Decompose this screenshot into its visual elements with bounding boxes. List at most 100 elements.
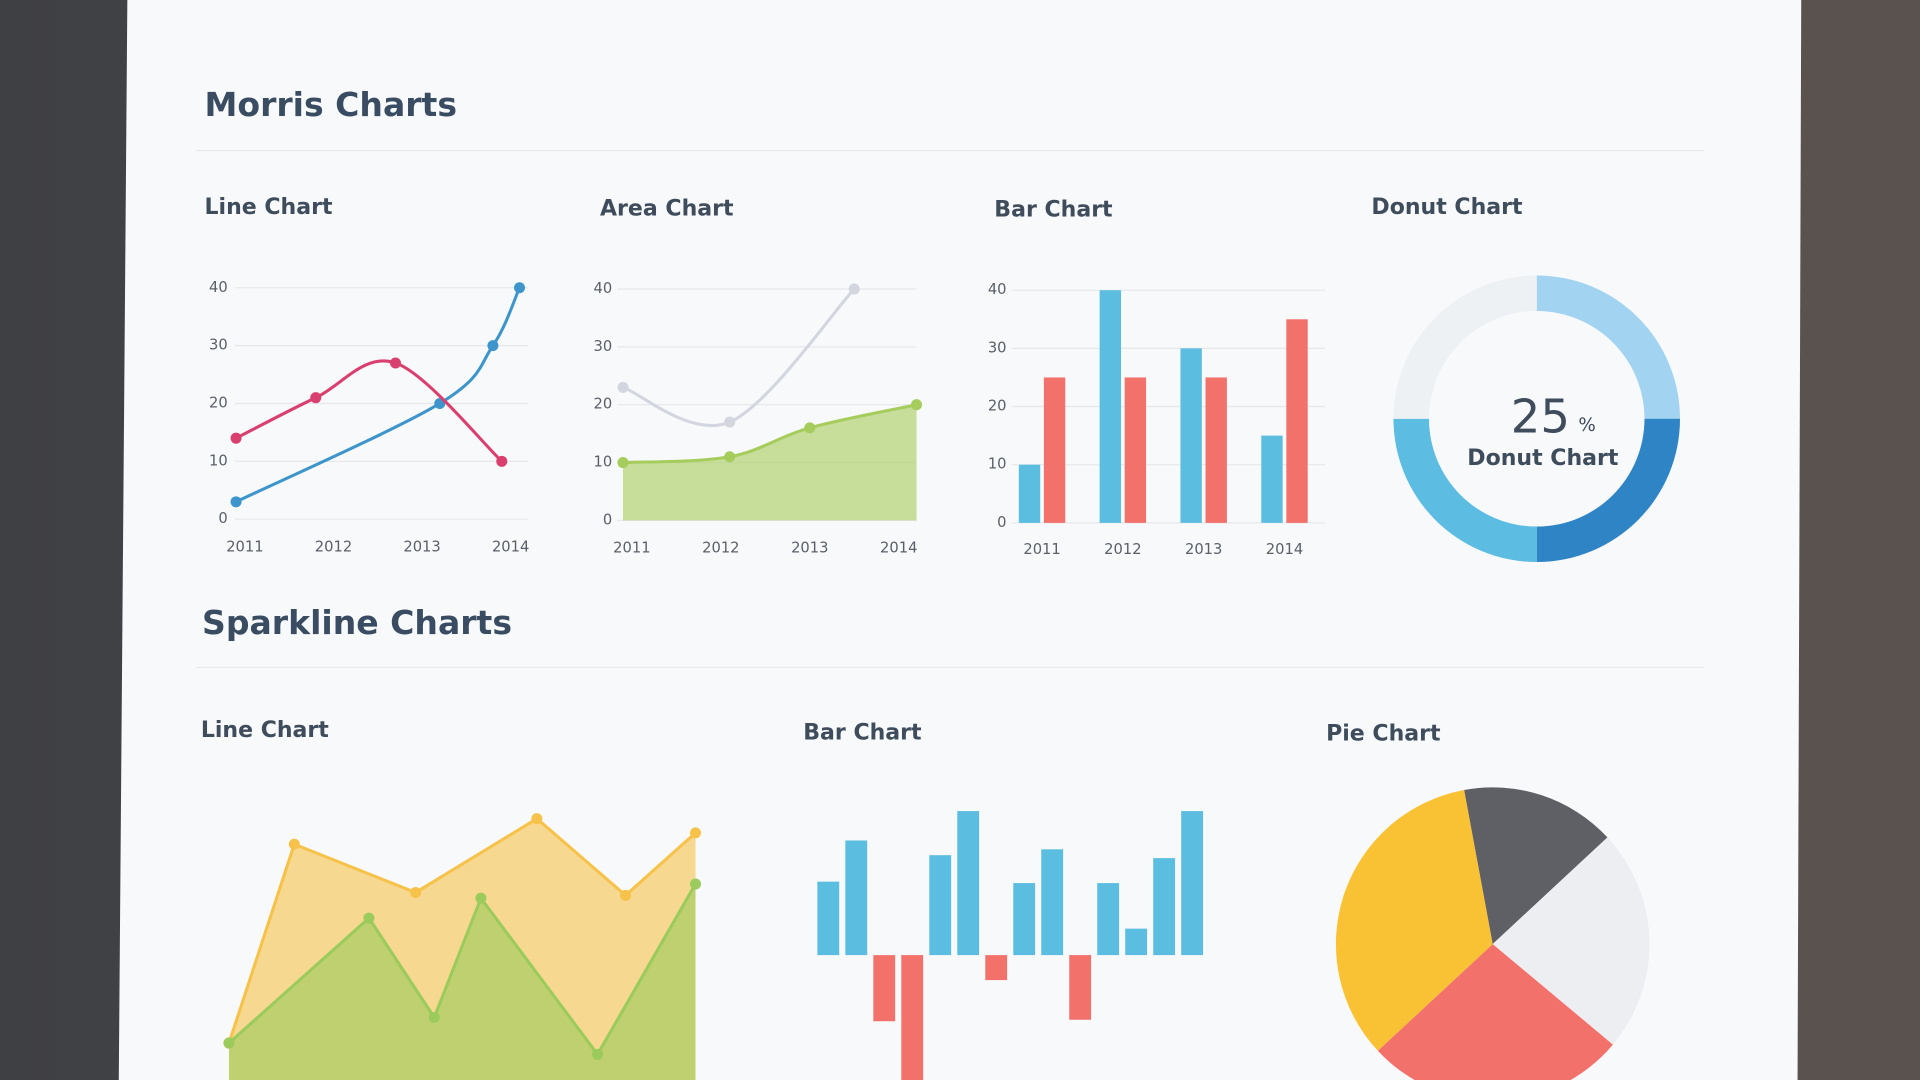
point (410, 886, 422, 899)
point (592, 1048, 604, 1060)
bar (873, 955, 896, 1022)
bar (957, 811, 980, 956)
chart-title: Line Chart (201, 718, 329, 743)
line (227, 883, 697, 1058)
area (622, 404, 917, 521)
bar (1043, 377, 1066, 523)
y-tick-label: 40 (209, 279, 228, 296)
y-tick-label: 30 (594, 338, 613, 355)
point (487, 340, 499, 352)
chart-title: Bar Chart (803, 720, 922, 745)
x-tick-label: 2013 (403, 538, 440, 555)
point (363, 912, 375, 924)
point (804, 422, 816, 434)
background-right (1787, 0, 1920, 1080)
donut-value: 25 (1511, 390, 1570, 444)
x-tick-label: 2013 (791, 540, 828, 557)
y-tick-label: 10 (594, 454, 613, 471)
point (690, 878, 702, 890)
section-title: Morris Charts (204, 85, 457, 124)
point (475, 892, 487, 904)
bar (1018, 464, 1041, 523)
bar (817, 881, 840, 956)
chart-title: Bar Chart (994, 198, 1113, 223)
line (235, 287, 521, 504)
x-tick-label: 2012 (702, 540, 739, 557)
paper (118, 0, 1802, 1080)
point (848, 283, 860, 295)
y-tick-label: 20 (988, 398, 1007, 415)
point (911, 399, 923, 411)
point (690, 827, 702, 839)
bar (1261, 435, 1283, 523)
y-tick-label: 10 (988, 456, 1007, 473)
point (288, 838, 300, 850)
point (724, 416, 736, 428)
bar (1069, 955, 1092, 1020)
point (223, 1037, 235, 1049)
bar (1124, 377, 1147, 523)
bar (1013, 883, 1036, 956)
donut-unit: % (1578, 415, 1595, 436)
donut-segment (1393, 275, 1537, 419)
y-tick-label: 30 (209, 337, 228, 354)
point (389, 357, 402, 369)
pie-slice (1492, 837, 1650, 1045)
bar (1097, 883, 1120, 956)
pie-slice (1464, 787, 1608, 945)
pie-slice (1335, 789, 1493, 1051)
bar (1099, 290, 1122, 523)
bar (985, 955, 1008, 981)
y-tick-label: 0 (218, 510, 227, 527)
chart-title: Donut Chart (1371, 195, 1523, 220)
point (617, 381, 629, 393)
line (622, 403, 917, 465)
line (227, 816, 697, 1044)
bar (1181, 811, 1204, 956)
donut-segment (1536, 418, 1680, 563)
bar (1180, 348, 1202, 523)
point (513, 282, 526, 294)
point (724, 451, 736, 463)
donut-label: Donut Chart (1467, 446, 1619, 471)
pie-slice (1377, 944, 1613, 1080)
x-tick-label: 2014 (880, 540, 917, 557)
point (620, 889, 632, 901)
bar (901, 955, 924, 1080)
x-tick-label: 2014 (1266, 541, 1303, 558)
donut-segment (1393, 418, 1537, 563)
y-tick-label: 20 (594, 396, 613, 413)
bar (1041, 849, 1064, 956)
point (310, 392, 322, 404)
point (230, 496, 242, 508)
point (531, 813, 543, 825)
x-tick-label: 2013 (1185, 541, 1222, 558)
y-tick-label: 0 (997, 514, 1006, 531)
y-tick-label: 40 (988, 281, 1007, 298)
point (428, 1011, 440, 1024)
bar (1205, 377, 1227, 523)
point (230, 432, 242, 444)
y-tick-label: 20 (209, 394, 228, 411)
chart-title: Area Chart (600, 196, 734, 221)
bar (1286, 319, 1308, 523)
x-tick-label: 2012 (315, 538, 352, 555)
y-tick-label: 10 (209, 452, 228, 469)
x-tick-label: 2011 (1023, 541, 1060, 558)
donut-segment (1536, 275, 1680, 419)
x-tick-label: 2011 (226, 538, 263, 555)
x-tick-label: 2011 (613, 540, 650, 557)
x-tick-label: 2012 (1104, 541, 1141, 558)
bar (929, 855, 952, 956)
y-tick-label: 0 (603, 511, 612, 528)
y-tick-label: 30 (988, 339, 1007, 356)
section-title: Sparkline Charts (202, 603, 512, 642)
x-tick-label: 2014 (492, 538, 529, 555)
chart-title: Pie Chart (1326, 722, 1441, 747)
line (235, 359, 503, 463)
chart-title: Line Chart (204, 195, 332, 220)
point (496, 455, 508, 467)
bar (1125, 928, 1148, 956)
